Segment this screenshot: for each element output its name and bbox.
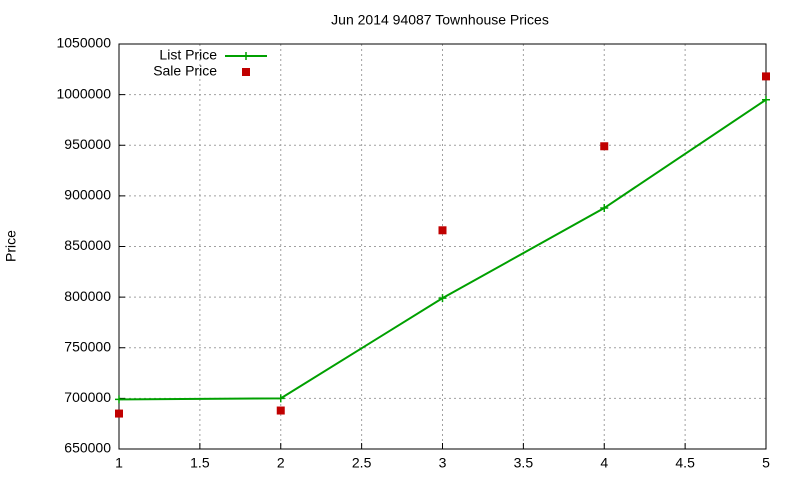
point-marker [438, 226, 447, 235]
plot-frame [118, 43, 767, 450]
point-marker [276, 394, 285, 403]
point-marker [115, 409, 123, 418]
y-tick-label: 850000 [64, 237, 111, 253]
y-tick-label: 750000 [64, 338, 111, 354]
legend-swatch [242, 68, 250, 76]
legend-label: Sale Price [153, 63, 217, 79]
point-marker [600, 204, 609, 213]
y-tick-label: 800000 [64, 288, 111, 304]
y-tick-label: 900000 [64, 187, 111, 203]
x-tick-label: 5 [762, 455, 770, 471]
chart-title: Jun 2014 94087 Townhouse Prices [331, 12, 549, 28]
x-tick-label: 1.5 [190, 455, 210, 471]
y-tick-label: 700000 [64, 389, 111, 405]
y-tick-label: 650000 [64, 440, 111, 456]
y-tick-label: 1000000 [56, 85, 111, 101]
legend-label: List Price [159, 47, 217, 63]
y-tick-label: 1050000 [56, 35, 111, 51]
x-tick-label: 1 [115, 455, 123, 471]
point-marker [276, 406, 285, 415]
point-marker [762, 72, 770, 81]
x-tick-label: 3 [439, 455, 447, 471]
point-marker [115, 395, 123, 404]
y-tick-label: 950000 [64, 136, 111, 152]
legend-swatch [242, 52, 250, 60]
x-tick-label: 2 [277, 455, 285, 471]
x-tick-label: 4 [600, 455, 608, 471]
point-marker [600, 142, 609, 151]
x-tick-label: 3.5 [514, 455, 534, 471]
point-marker [762, 95, 770, 104]
point-marker [438, 294, 447, 303]
x-tick-label: 2.5 [352, 455, 372, 471]
y-axis-label: Price [3, 230, 19, 262]
x-tick-label: 4.5 [675, 455, 695, 471]
